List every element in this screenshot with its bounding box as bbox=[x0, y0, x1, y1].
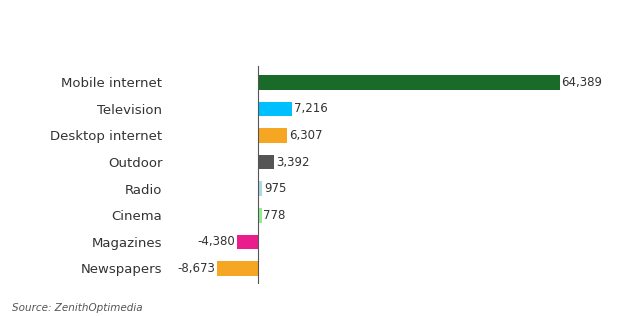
Bar bbox=[258, 155, 274, 169]
Text: -4,380: -4,380 bbox=[198, 235, 236, 248]
Bar bbox=[258, 128, 288, 143]
Bar bbox=[258, 181, 262, 196]
Text: 64,389: 64,389 bbox=[562, 76, 603, 89]
Text: Contribution to global growth in adspend by medium 2015-2018 (US$ million): Contribution to global growth in adspend… bbox=[9, 16, 525, 29]
Bar bbox=[217, 261, 258, 276]
Text: Source: ZenithOptimedia: Source: ZenithOptimedia bbox=[12, 303, 143, 313]
Text: -8,673: -8,673 bbox=[177, 262, 215, 275]
Bar bbox=[237, 234, 258, 249]
Text: 3,392: 3,392 bbox=[276, 155, 309, 168]
Text: 778: 778 bbox=[264, 209, 286, 222]
Text: 6,307: 6,307 bbox=[290, 129, 323, 142]
Bar bbox=[258, 208, 262, 222]
Bar bbox=[258, 75, 559, 90]
Text: 7,216: 7,216 bbox=[294, 102, 327, 115]
Bar bbox=[258, 101, 292, 116]
Text: 975: 975 bbox=[264, 182, 286, 195]
